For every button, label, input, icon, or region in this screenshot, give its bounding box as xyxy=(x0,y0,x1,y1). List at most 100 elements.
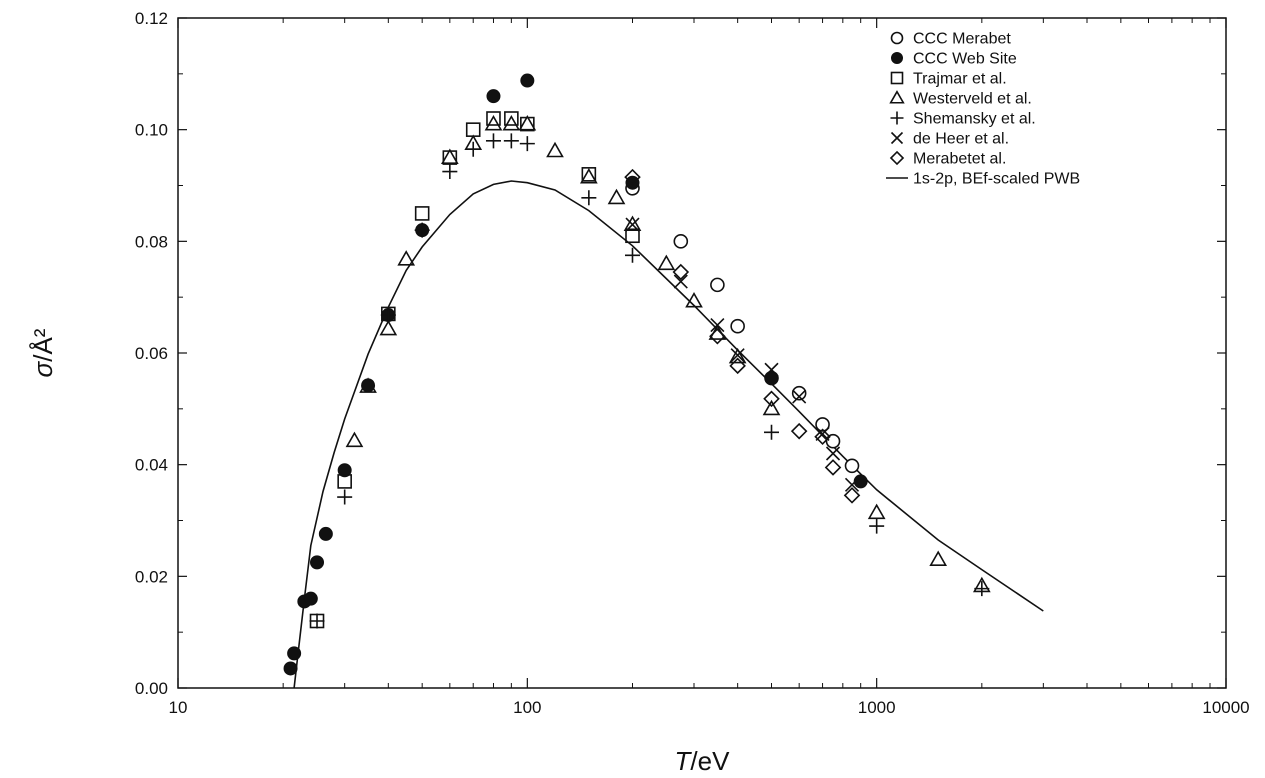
data-point xyxy=(710,277,725,293)
legend-marker xyxy=(890,31,904,45)
data-point xyxy=(625,175,640,190)
data-point xyxy=(310,555,325,570)
data-point xyxy=(503,133,519,149)
data-point xyxy=(824,459,842,476)
data-point xyxy=(623,215,642,231)
data-point xyxy=(730,348,745,363)
data-point xyxy=(486,89,501,104)
data-point xyxy=(502,114,521,131)
data-point xyxy=(625,217,640,232)
legend-label: Westerveld et al. xyxy=(913,91,1032,108)
data-point xyxy=(762,399,781,416)
y-tick-label: 0.06 xyxy=(135,344,168,363)
y-tick-label: 0.12 xyxy=(135,9,168,28)
legend-label: Shemansky et al. xyxy=(913,111,1036,128)
x-tick-label: 10000 xyxy=(1202,698,1249,717)
data-point xyxy=(625,228,640,244)
data-point xyxy=(764,371,779,386)
y-axis-title: σ/Å² xyxy=(28,328,58,377)
data-point xyxy=(790,422,808,440)
data-point xyxy=(869,518,885,534)
curve-layer xyxy=(293,180,1044,689)
x-tick-label: 1000 xyxy=(858,698,896,717)
data-point xyxy=(303,591,318,606)
legend-label: de Heer et al. xyxy=(913,131,1009,148)
data-point xyxy=(843,487,861,504)
data-point xyxy=(309,613,325,629)
plot-frame xyxy=(177,17,1227,689)
legend-marker xyxy=(890,111,904,125)
data-point xyxy=(414,206,430,221)
data-point xyxy=(764,362,779,377)
data-point xyxy=(581,190,597,206)
data-point xyxy=(763,390,780,408)
legend-label: Trajmar et al. xyxy=(913,71,1007,88)
data-point xyxy=(815,426,830,442)
data-point xyxy=(318,526,333,541)
data-point xyxy=(283,661,298,676)
data-point xyxy=(337,463,352,478)
data-point xyxy=(546,141,564,158)
data-point xyxy=(710,318,725,333)
series-curve xyxy=(293,180,1044,689)
data-point xyxy=(673,274,688,289)
data-point xyxy=(672,263,690,281)
data-point xyxy=(853,474,868,489)
data-point xyxy=(825,446,841,461)
legend-marker xyxy=(891,52,903,64)
legend-marker xyxy=(889,150,905,166)
data-point xyxy=(518,114,537,131)
data-point xyxy=(484,114,503,131)
data-point xyxy=(486,111,501,126)
axis-ticks: 0.00 0.02 0.04 0.06 0.08 0.10 0.12 10 100 1000 100… xyxy=(135,9,1250,717)
y-tick-label: 0.10 xyxy=(135,121,168,140)
data-point xyxy=(791,385,807,401)
data-point xyxy=(465,141,481,157)
data-point xyxy=(380,307,396,323)
legend-label: 1s-2p, BEf-scaled PWB xyxy=(913,171,1080,188)
data-point xyxy=(844,477,860,492)
data-point xyxy=(792,389,807,404)
data-point xyxy=(520,73,535,88)
y-tick-label: 0.00 xyxy=(135,679,168,698)
data-point xyxy=(397,250,416,266)
data-point xyxy=(337,474,352,489)
data-point xyxy=(624,168,641,186)
legend-marker xyxy=(890,131,904,145)
data-point xyxy=(815,417,830,432)
data-point xyxy=(359,377,377,393)
legend-label: CCC Merabet xyxy=(913,31,1011,48)
data-point xyxy=(974,581,990,597)
y-tick-label: 0.08 xyxy=(135,232,168,251)
data-point xyxy=(624,247,640,263)
y-tick-label: 0.02 xyxy=(135,567,168,586)
data-point xyxy=(825,433,841,449)
data-point xyxy=(607,188,626,205)
data-point xyxy=(579,168,598,184)
data-point xyxy=(414,222,430,238)
data-point xyxy=(730,318,745,334)
data-point xyxy=(929,550,948,566)
data-point xyxy=(379,319,398,336)
data-point xyxy=(519,136,535,152)
data-point xyxy=(657,254,676,271)
data-point xyxy=(844,458,860,474)
data-point xyxy=(485,133,501,149)
legend: CCC Merabet CCC Web Site Trajmar et al. Wes… xyxy=(886,31,1080,188)
x-axis-title: T/eV xyxy=(675,746,731,776)
data-point xyxy=(867,503,886,520)
data-point xyxy=(442,164,458,180)
data-point xyxy=(345,431,364,448)
legend-marker xyxy=(890,71,904,85)
data-point xyxy=(729,357,746,375)
x-tick-label: 10 xyxy=(169,698,188,717)
data-point xyxy=(287,646,302,661)
data-point xyxy=(764,424,780,440)
data-point xyxy=(465,122,481,137)
data-point xyxy=(685,291,703,308)
data-point xyxy=(504,111,519,126)
y-tick-label: 0.04 xyxy=(135,456,168,475)
data-point xyxy=(581,167,597,182)
legend-marker xyxy=(889,90,905,104)
